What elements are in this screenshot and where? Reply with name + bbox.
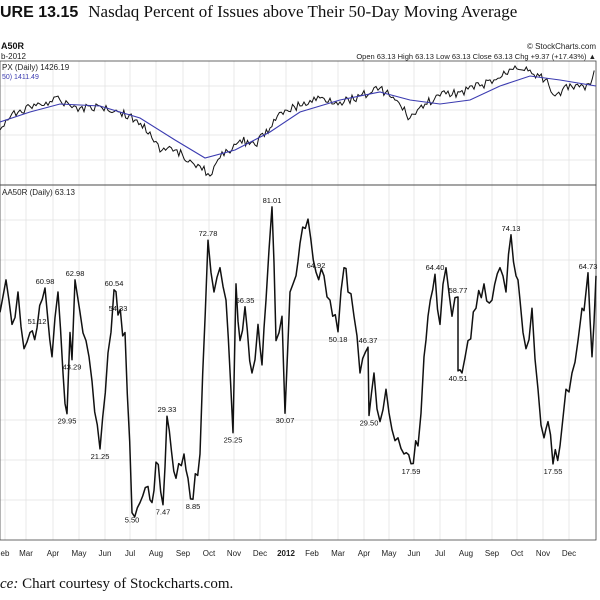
point-value-label: 30.07 <box>276 416 295 425</box>
x-tick-label: Aug <box>459 549 473 558</box>
x-tick-label: Oct <box>511 549 524 558</box>
point-value-label: 17.59 <box>402 467 421 476</box>
figure-title: URE 13.15 Nasdaq Percent of Issues above … <box>0 2 517 22</box>
x-tick-label: Jun <box>99 549 112 558</box>
symbol-label: A50R <box>1 41 25 51</box>
x-tick-label: Apr <box>358 549 371 558</box>
point-value-label: 62.98 <box>66 269 85 278</box>
x-tick-label: Oct <box>203 549 216 558</box>
point-value-label: 43.29 <box>63 363 82 372</box>
point-value-label: 58.77 <box>449 286 468 295</box>
point-value-label: 81.01 <box>263 196 282 205</box>
point-value-label: 21.25 <box>91 452 110 461</box>
chart: A50R b-2012 © StockCharts.com Open 63.13… <box>0 41 598 558</box>
x-tick-label: Feb <box>305 549 319 558</box>
upper-legend-ma: 50) 1411.49 <box>2 74 39 81</box>
point-value-label: 7.47 <box>156 508 171 517</box>
upper-legend-price: PX (Daily) 1426.19 <box>2 63 70 72</box>
point-value-label: 29.33 <box>158 405 177 414</box>
point-value-label: 17.55 <box>544 467 563 476</box>
x-tick-label: Dec <box>562 549 576 558</box>
x-tick-label: Jul <box>125 549 135 558</box>
point-value-label: 64.73 <box>579 262 598 271</box>
point-value-label: 64.92 <box>307 261 326 270</box>
brand-label: © StockCharts.com <box>527 42 596 51</box>
point-labels: 60.98 62.98 43.29 29.95 51.12 21.25 54.33 60.54… <box>28 196 598 525</box>
point-value-label: 46.37 <box>359 336 378 345</box>
point-value-label: 40.51 <box>449 374 468 383</box>
point-value-label: 8.85 <box>186 502 201 511</box>
x-tick-label: Mar <box>331 549 345 558</box>
figure-number: URE 13.15 <box>0 4 79 21</box>
moving-average-line <box>0 75 597 159</box>
point-value-label: 51.12 <box>28 317 47 326</box>
percent-above-ma-line <box>0 206 597 518</box>
point-value-label: 54.33 <box>109 304 128 313</box>
x-axis-tick-labels: eb Mar Apr May Jun Jul Aug Sep Oct Nov Dec 2012 Feb M… <box>1 549 577 558</box>
figure-title-text: Nasdaq Percent of Issues above Their 50-… <box>88 2 518 21</box>
x-tick-label: Jun <box>408 549 421 558</box>
point-value-label: 50.18 <box>329 335 348 344</box>
grid <box>0 61 596 540</box>
x-tick-label: Dec <box>253 549 267 558</box>
point-value-label: 29.50 <box>360 419 379 428</box>
x-tick-label: Sep <box>176 549 191 558</box>
point-value-label: 60.54 <box>105 279 124 288</box>
x-tick-label: May <box>381 549 396 558</box>
caption-text: Chart courtesy of Stockcharts.com. <box>22 576 234 592</box>
point-value-label: 74.13 <box>502 224 521 233</box>
quote-line: Open 63.13 High 63.13 Low 63.13 Close 63… <box>356 52 596 61</box>
x-tick-label: Nov <box>227 549 241 558</box>
point-value-label: 29.95 <box>58 417 77 426</box>
point-value-label: 25.25 <box>224 436 243 445</box>
x-tick-label: Jul <box>435 549 445 558</box>
upper-panel-frame <box>0 60 597 186</box>
lower-legend: AA50R (Daily) 63.13 <box>2 188 75 197</box>
x-tick-label: Aug <box>149 549 163 558</box>
x-tick-label: Mar <box>19 549 33 558</box>
lower-panel-frame <box>0 184 597 541</box>
point-value-label: 56.35 <box>236 296 255 305</box>
point-value-label: 60.98 <box>36 277 55 286</box>
x-tick-label: Apr <box>47 549 60 558</box>
x-tick-label: Sep <box>485 549 500 558</box>
price-series-line <box>0 65 595 177</box>
figure-caption: ce: Chart courtesy of Stockcharts.com. <box>0 576 233 593</box>
x-tick-label: 2012 <box>277 549 295 558</box>
point-value-label: 72.78 <box>199 229 218 238</box>
x-tick-label: May <box>71 549 86 558</box>
date-label: b-2012 <box>1 52 26 61</box>
x-tick-label: Nov <box>536 549 550 558</box>
caption-label: ce: <box>0 576 19 592</box>
point-value-label: 5.50 <box>125 516 140 525</box>
point-value-label: 64.40 <box>426 263 445 272</box>
x-tick-label: eb <box>1 549 10 558</box>
